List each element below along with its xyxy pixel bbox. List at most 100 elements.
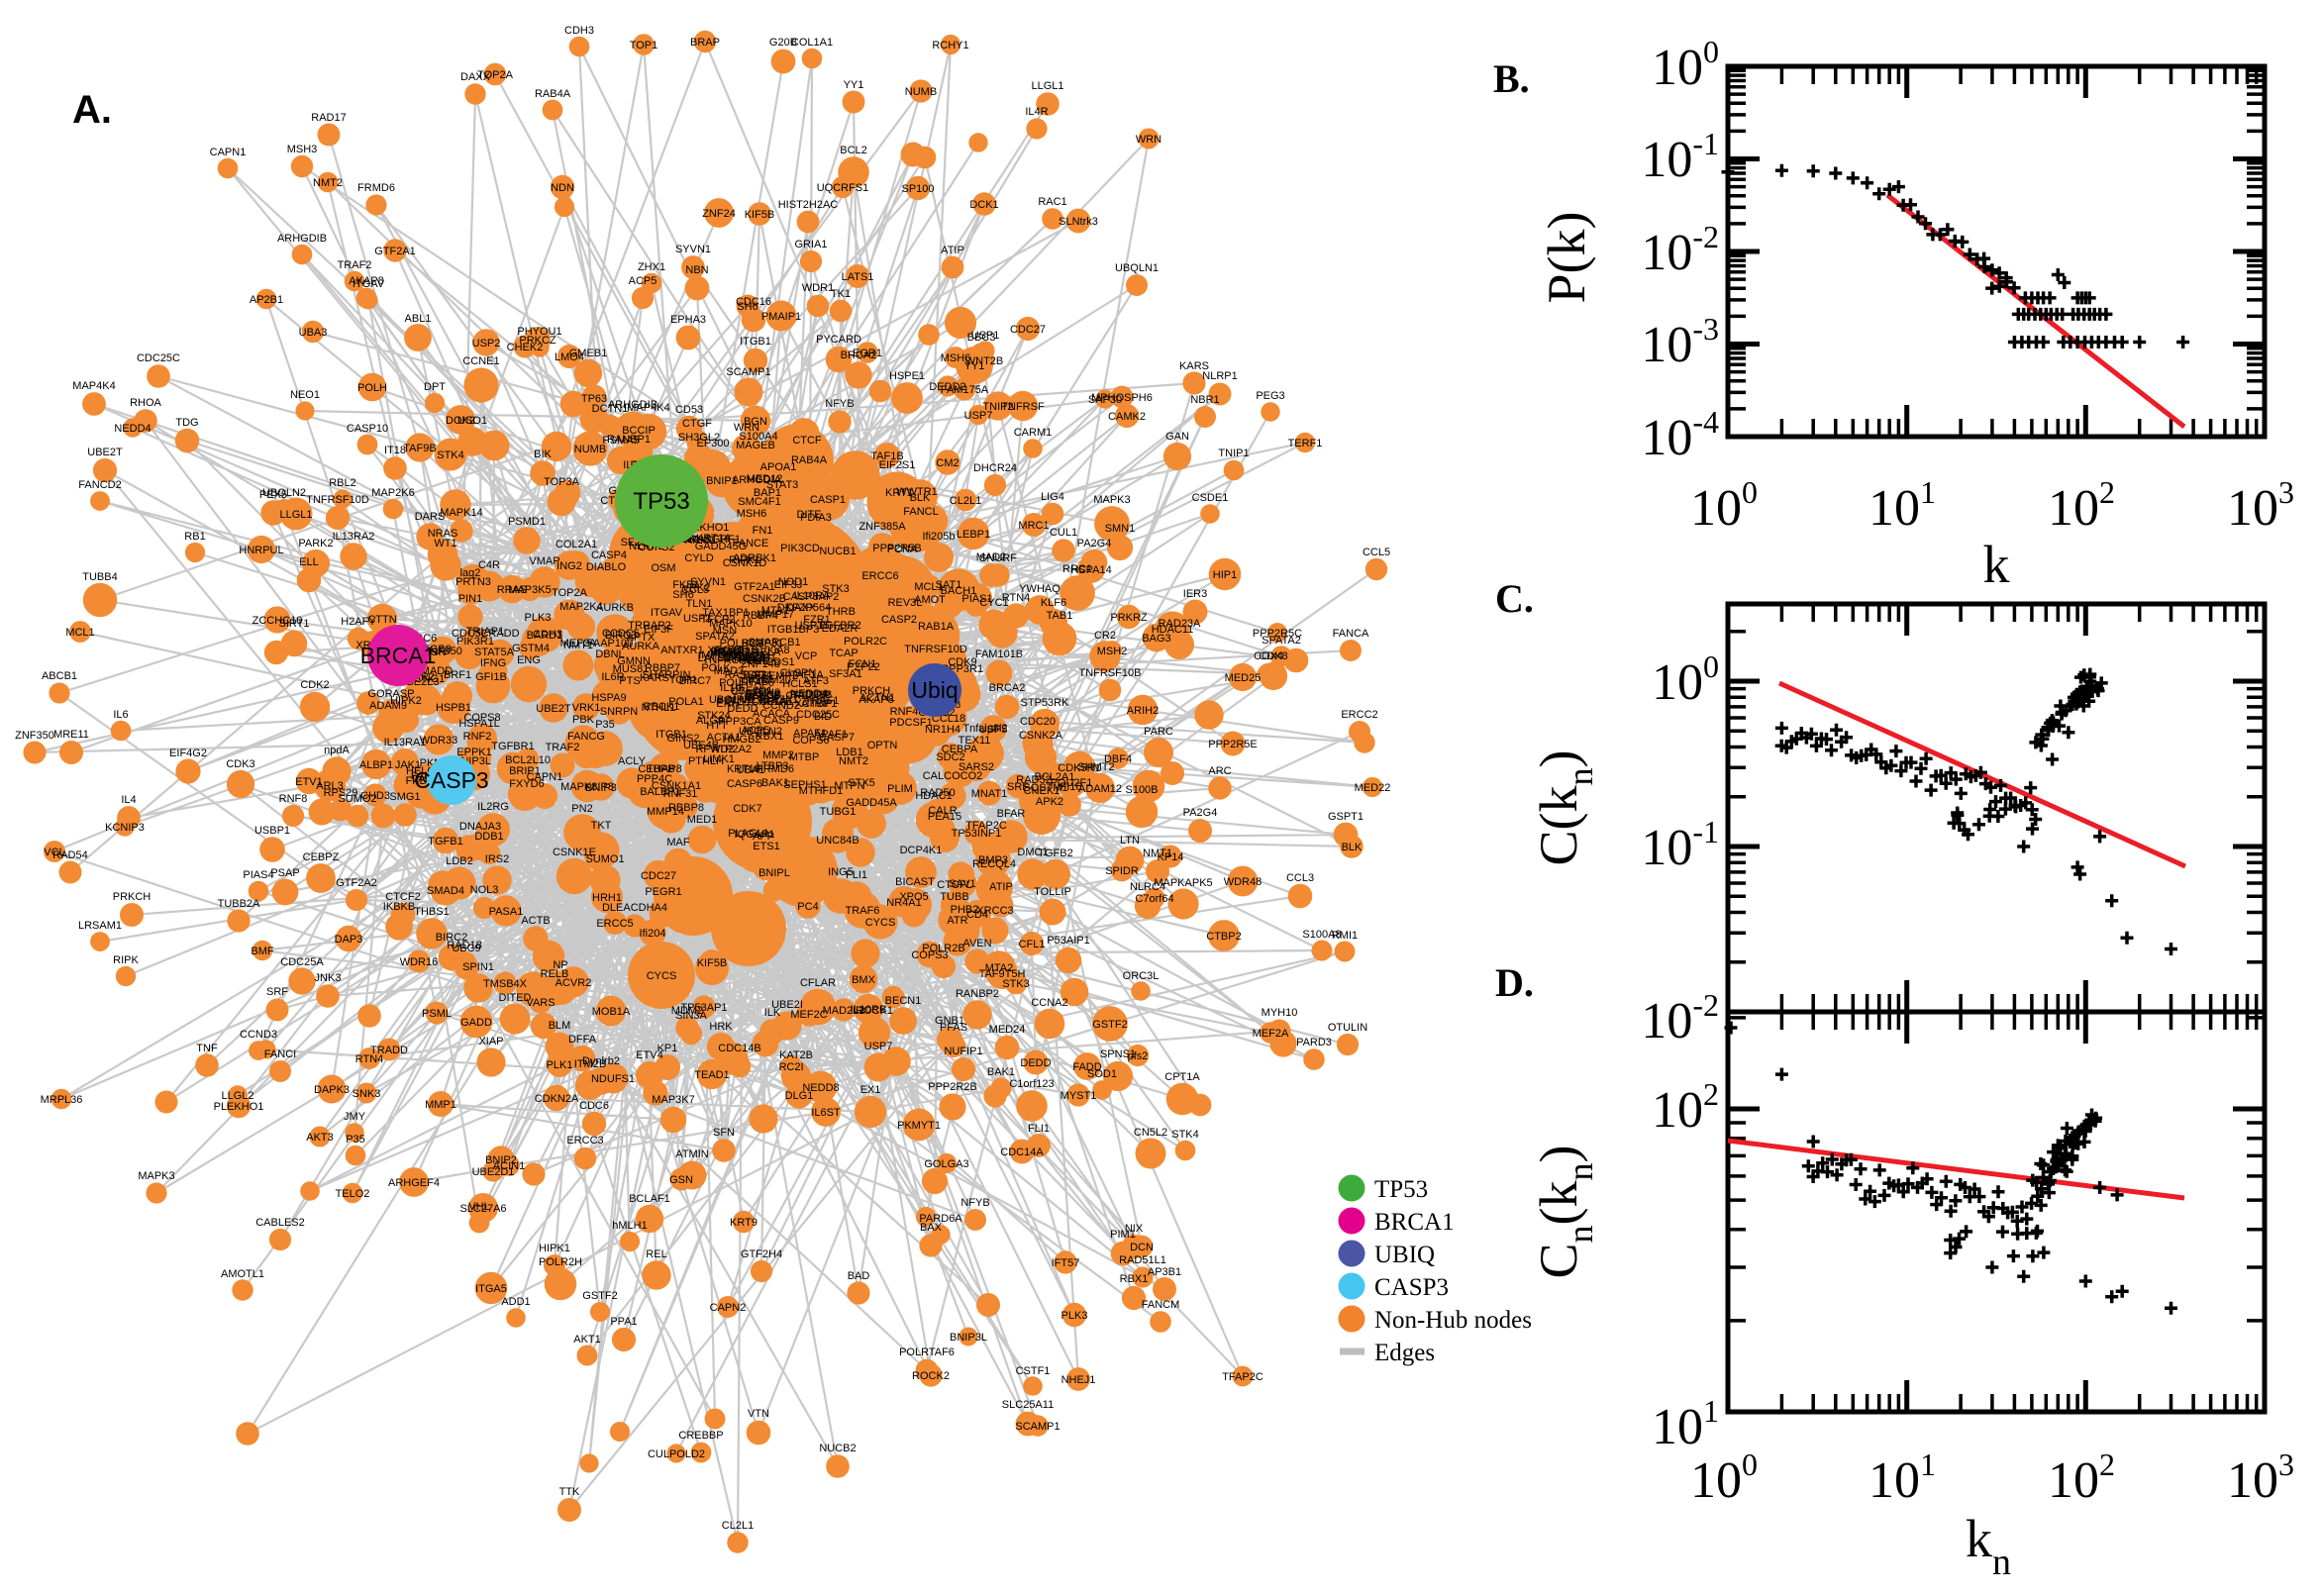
svg-text:UBQLN1: UBQLN1 [709,694,753,706]
svg-text:TGFB1: TGFB1 [428,836,462,848]
svg-text:MCL1: MCL1 [65,627,94,639]
svg-text:CDK7: CDK7 [733,803,761,815]
svg-text:IL10: IL10 [720,682,741,694]
svg-text:FANCL: FANCL [903,506,938,518]
svg-text:POLR2G: POLR2G [720,638,764,649]
svg-text:ATIP: ATIP [941,245,964,256]
svg-text:DFFA: DFFA [568,1034,597,1046]
svg-text:AURKA: AURKA [622,641,660,652]
svg-text:DITED: DITED [499,992,532,1004]
svg-text:PIAS1: PIAS1 [961,593,992,605]
svg-text:CSNK1D: CSNK1D [723,557,767,569]
svg-text:STAT3: STAT3 [766,479,799,491]
svg-text:CASP4: CASP4 [591,549,627,561]
svg-text:ERCC6: ERCC6 [861,570,898,582]
svg-text:BARD1: BARD1 [527,630,563,642]
svg-text:TP63: TP63 [581,393,607,405]
svg-text:BCAP31: BCAP31 [742,638,783,649]
svg-text:ZHX1: ZHX1 [638,261,665,273]
svg-text:ZCCHC10: ZCCHC10 [252,615,303,627]
svg-text:MEF2A: MEF2A [1253,1028,1289,1040]
svg-text:STAT5A: STAT5A [474,647,515,658]
svg-text:ACP5: ACP5 [629,275,657,287]
svg-text:FANCI: FANCI [264,1048,296,1060]
svg-text:SYVN1: SYVN1 [690,576,726,588]
svg-text:DOK2: DOK2 [446,415,475,427]
svg-text:GSTF2: GSTF2 [582,1290,617,1302]
svg-text:BNIP1: BNIP1 [706,475,738,487]
svg-text:TAX1BP1: TAX1BP1 [702,607,750,619]
svg-text:DCK1: DCK1 [969,199,998,211]
svg-text:MEF2A: MEF2A [560,638,597,649]
svg-text:ZNF350: ZNF350 [15,730,54,742]
svg-text:ARHGDIB: ARHGDIB [608,399,657,411]
svg-text:TKT: TKT [591,820,612,832]
svg-text:KIF5B: KIF5B [745,209,775,221]
svg-text:RBBP7: RBBP7 [645,662,680,674]
svg-text:IL13RA2: IL13RA2 [333,531,375,543]
svg-text:POLR2H: POLR2H [539,1256,582,1268]
svg-text:UBE2D1: UBE2D1 [731,685,773,697]
svg-text:DIABLO: DIABLO [586,561,627,573]
svg-text:NIX: NIX [1125,1223,1144,1235]
svg-text:BECN1: BECN1 [885,995,922,1007]
svg-text:BIRC3: BIRC3 [605,630,637,642]
svg-text:MED1: MED1 [687,814,718,826]
svg-text:CYC1: CYC1 [979,597,1008,609]
svg-text:STP53RK: STP53RK [1021,697,1070,709]
svg-text:VRK1: VRK1 [572,702,601,714]
svg-text:NUCB1: NUCB1 [819,546,856,557]
svg-text:POLRTAF6: POLRTAF6 [719,677,774,689]
svg-text:VCP: VCP [795,650,818,662]
svg-text:npdA: npdA [324,745,350,756]
svg-text:BNIP3: BNIP3 [585,782,617,794]
svg-text:CCND3: CCND3 [240,1029,277,1041]
svg-text:STK4: STK4 [437,449,464,461]
svg-text:Dynlrb2: Dynlrb2 [582,1055,620,1067]
svg-text:CPT1A: CPT1A [1164,1071,1200,1083]
svg-text:COL1A1: COL1A1 [791,37,833,49]
svg-text:TNFRSF10D: TNFRSF10D [306,494,369,506]
svg-text:XRCC2: XRCC2 [707,645,744,656]
svg-text:Ubiq: Ubiq [911,677,958,703]
svg-text:WDR16: WDR16 [400,956,439,968]
svg-text:LDB2: LDB2 [446,855,473,867]
svg-text:GADD: GADD [460,1017,492,1029]
svg-text:KP14: KP14 [1158,851,1184,863]
svg-text:GMEB1: GMEB1 [569,348,608,359]
svg-text:MADD: MADD [421,665,453,677]
svg-text:COPS6: COPS6 [792,735,829,747]
svg-text:RASGRF1: RASGRF1 [689,534,741,546]
svg-text:ETS1: ETS1 [753,841,780,852]
svg-text:BAP1: BAP1 [754,487,781,499]
svg-text:USP15: USP15 [795,620,830,632]
svg-text:BLK: BLK [910,492,931,504]
svg-text:TFAP2C: TFAP2C [1222,1371,1263,1383]
svg-text:CCL5: CCL5 [1363,547,1390,558]
svg-text:IQGAP1: IQGAP1 [735,829,775,841]
svg-text:CASP1: CASP1 [810,494,846,506]
svg-text:SNRPN: SNRPN [600,706,639,718]
svg-text:POLR2B: POLR2B [922,943,964,954]
svg-text:MMP2: MMP2 [762,749,794,761]
svg-text:MSH3: MSH3 [287,144,318,155]
svg-text:Non-Hub nodes: Non-Hub nodes [1374,1307,1532,1334]
svg-text:GRIA1: GRIA1 [794,239,827,250]
svg-text:DCP4K1: DCP4K1 [900,845,943,856]
svg-text:PSMD1: PSMD1 [508,516,546,528]
svg-text:lag2: lag2 [460,567,481,579]
svg-text:BAX: BAX [920,1222,943,1234]
svg-text:PARK2: PARK2 [298,538,333,549]
svg-text:IFI16: IFI16 [1057,781,1081,793]
svg-text:HIP1: HIP1 [1213,569,1237,581]
svg-text:XIAP: XIAP [478,1036,503,1047]
svg-text:DAXX: DAXX [786,602,817,614]
svg-text:JUND: JUND [741,655,769,667]
svg-text:hMLH1: hMLH1 [612,1220,647,1232]
svg-text:TNFRSF10D: TNFRSF10D [904,644,967,655]
svg-text:CDC14B: CDC14B [718,1043,760,1054]
svg-text:ENG: ENG [517,654,541,666]
svg-text:CTCF2: CTCF2 [385,891,420,903]
svg-text:MAPK3: MAPK3 [1093,494,1130,506]
svg-text:CTBP2: CTBP2 [1206,931,1241,943]
